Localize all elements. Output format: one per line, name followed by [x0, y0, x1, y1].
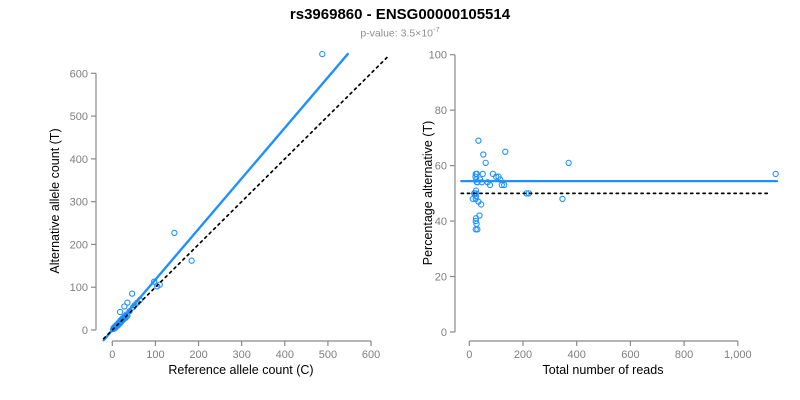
- data-point: [565, 159, 572, 166]
- left-plot-x-axis-title: Reference allele count (C): [168, 363, 314, 377]
- y-tick-label: 100: [70, 282, 88, 294]
- data-point: [486, 181, 494, 189]
- data-point: [472, 217, 479, 225]
- data-point: [121, 303, 128, 310]
- data-point: [479, 170, 486, 178]
- y-tick-label: 0: [82, 325, 88, 337]
- data-point: [474, 226, 481, 233]
- right-plot-y-axis-title: Percentage alternative (T): [421, 120, 435, 266]
- y-tick-label: 100: [429, 50, 447, 62]
- data-point: [188, 257, 195, 264]
- x-tick-label: 500: [319, 349, 337, 361]
- y-tick-label: 0: [441, 327, 447, 339]
- identity-line: [102, 56, 388, 340]
- data-point: [476, 212, 483, 219]
- data-point: [498, 181, 505, 189]
- data-point: [501, 181, 508, 189]
- data-point: [473, 170, 480, 178]
- data-point: [128, 290, 136, 297]
- data-point: [559, 195, 566, 203]
- y-tick-label: 600: [70, 68, 88, 80]
- y-tick-label: 20: [435, 272, 447, 284]
- data-point: [772, 170, 779, 178]
- x-tick-label: 800: [675, 349, 693, 361]
- x-tick-label: 300: [232, 349, 250, 361]
- x-tick-label: 100: [146, 349, 164, 361]
- x-tick-label: 0: [466, 349, 472, 361]
- y-tick-label: 500: [70, 111, 88, 123]
- data-point: [150, 278, 158, 285]
- data-point: [171, 229, 178, 237]
- right-plot-x-axis-title: Total number of reads: [542, 363, 664, 377]
- regression-line: [102, 52, 349, 342]
- data-point: [502, 148, 509, 155]
- y-tick-label: 60: [435, 161, 447, 173]
- x-tick-label: 600: [621, 349, 639, 361]
- y-tick-label: 400: [70, 154, 88, 166]
- y-tick-label: 200: [70, 239, 88, 251]
- p-value-exponent: -7: [433, 25, 440, 34]
- data-point: [477, 201, 485, 208]
- data-point: [124, 299, 131, 306]
- x-tick-label: 400: [276, 349, 294, 361]
- x-tick-label: 600: [362, 349, 380, 361]
- y-tick-label: 80: [435, 105, 447, 117]
- p-value-text: p-value: 3.5×10: [360, 27, 433, 40]
- data-point: [480, 151, 487, 158]
- p-value-subtitle: p-value: 3.5×10-7: [0, 25, 800, 40]
- x-tick-label: 0: [109, 349, 115, 361]
- x-tick-label: 1,000: [724, 349, 752, 361]
- y-tick-label: 40: [435, 216, 447, 228]
- page-title: rs3969860 - ENSG00000105514: [289, 6, 511, 23]
- data-point: [116, 308, 124, 316]
- data-point: [482, 159, 489, 166]
- left-plot-y-axis-title: Alternative allele count (T): [48, 128, 62, 274]
- data-point: [475, 137, 482, 144]
- y-tick-label: 300: [70, 197, 88, 209]
- x-tick-label: 200: [189, 349, 207, 361]
- x-tick-label: 200: [514, 349, 532, 361]
- data-point: [319, 50, 326, 58]
- x-tick-label: 400: [568, 349, 586, 361]
